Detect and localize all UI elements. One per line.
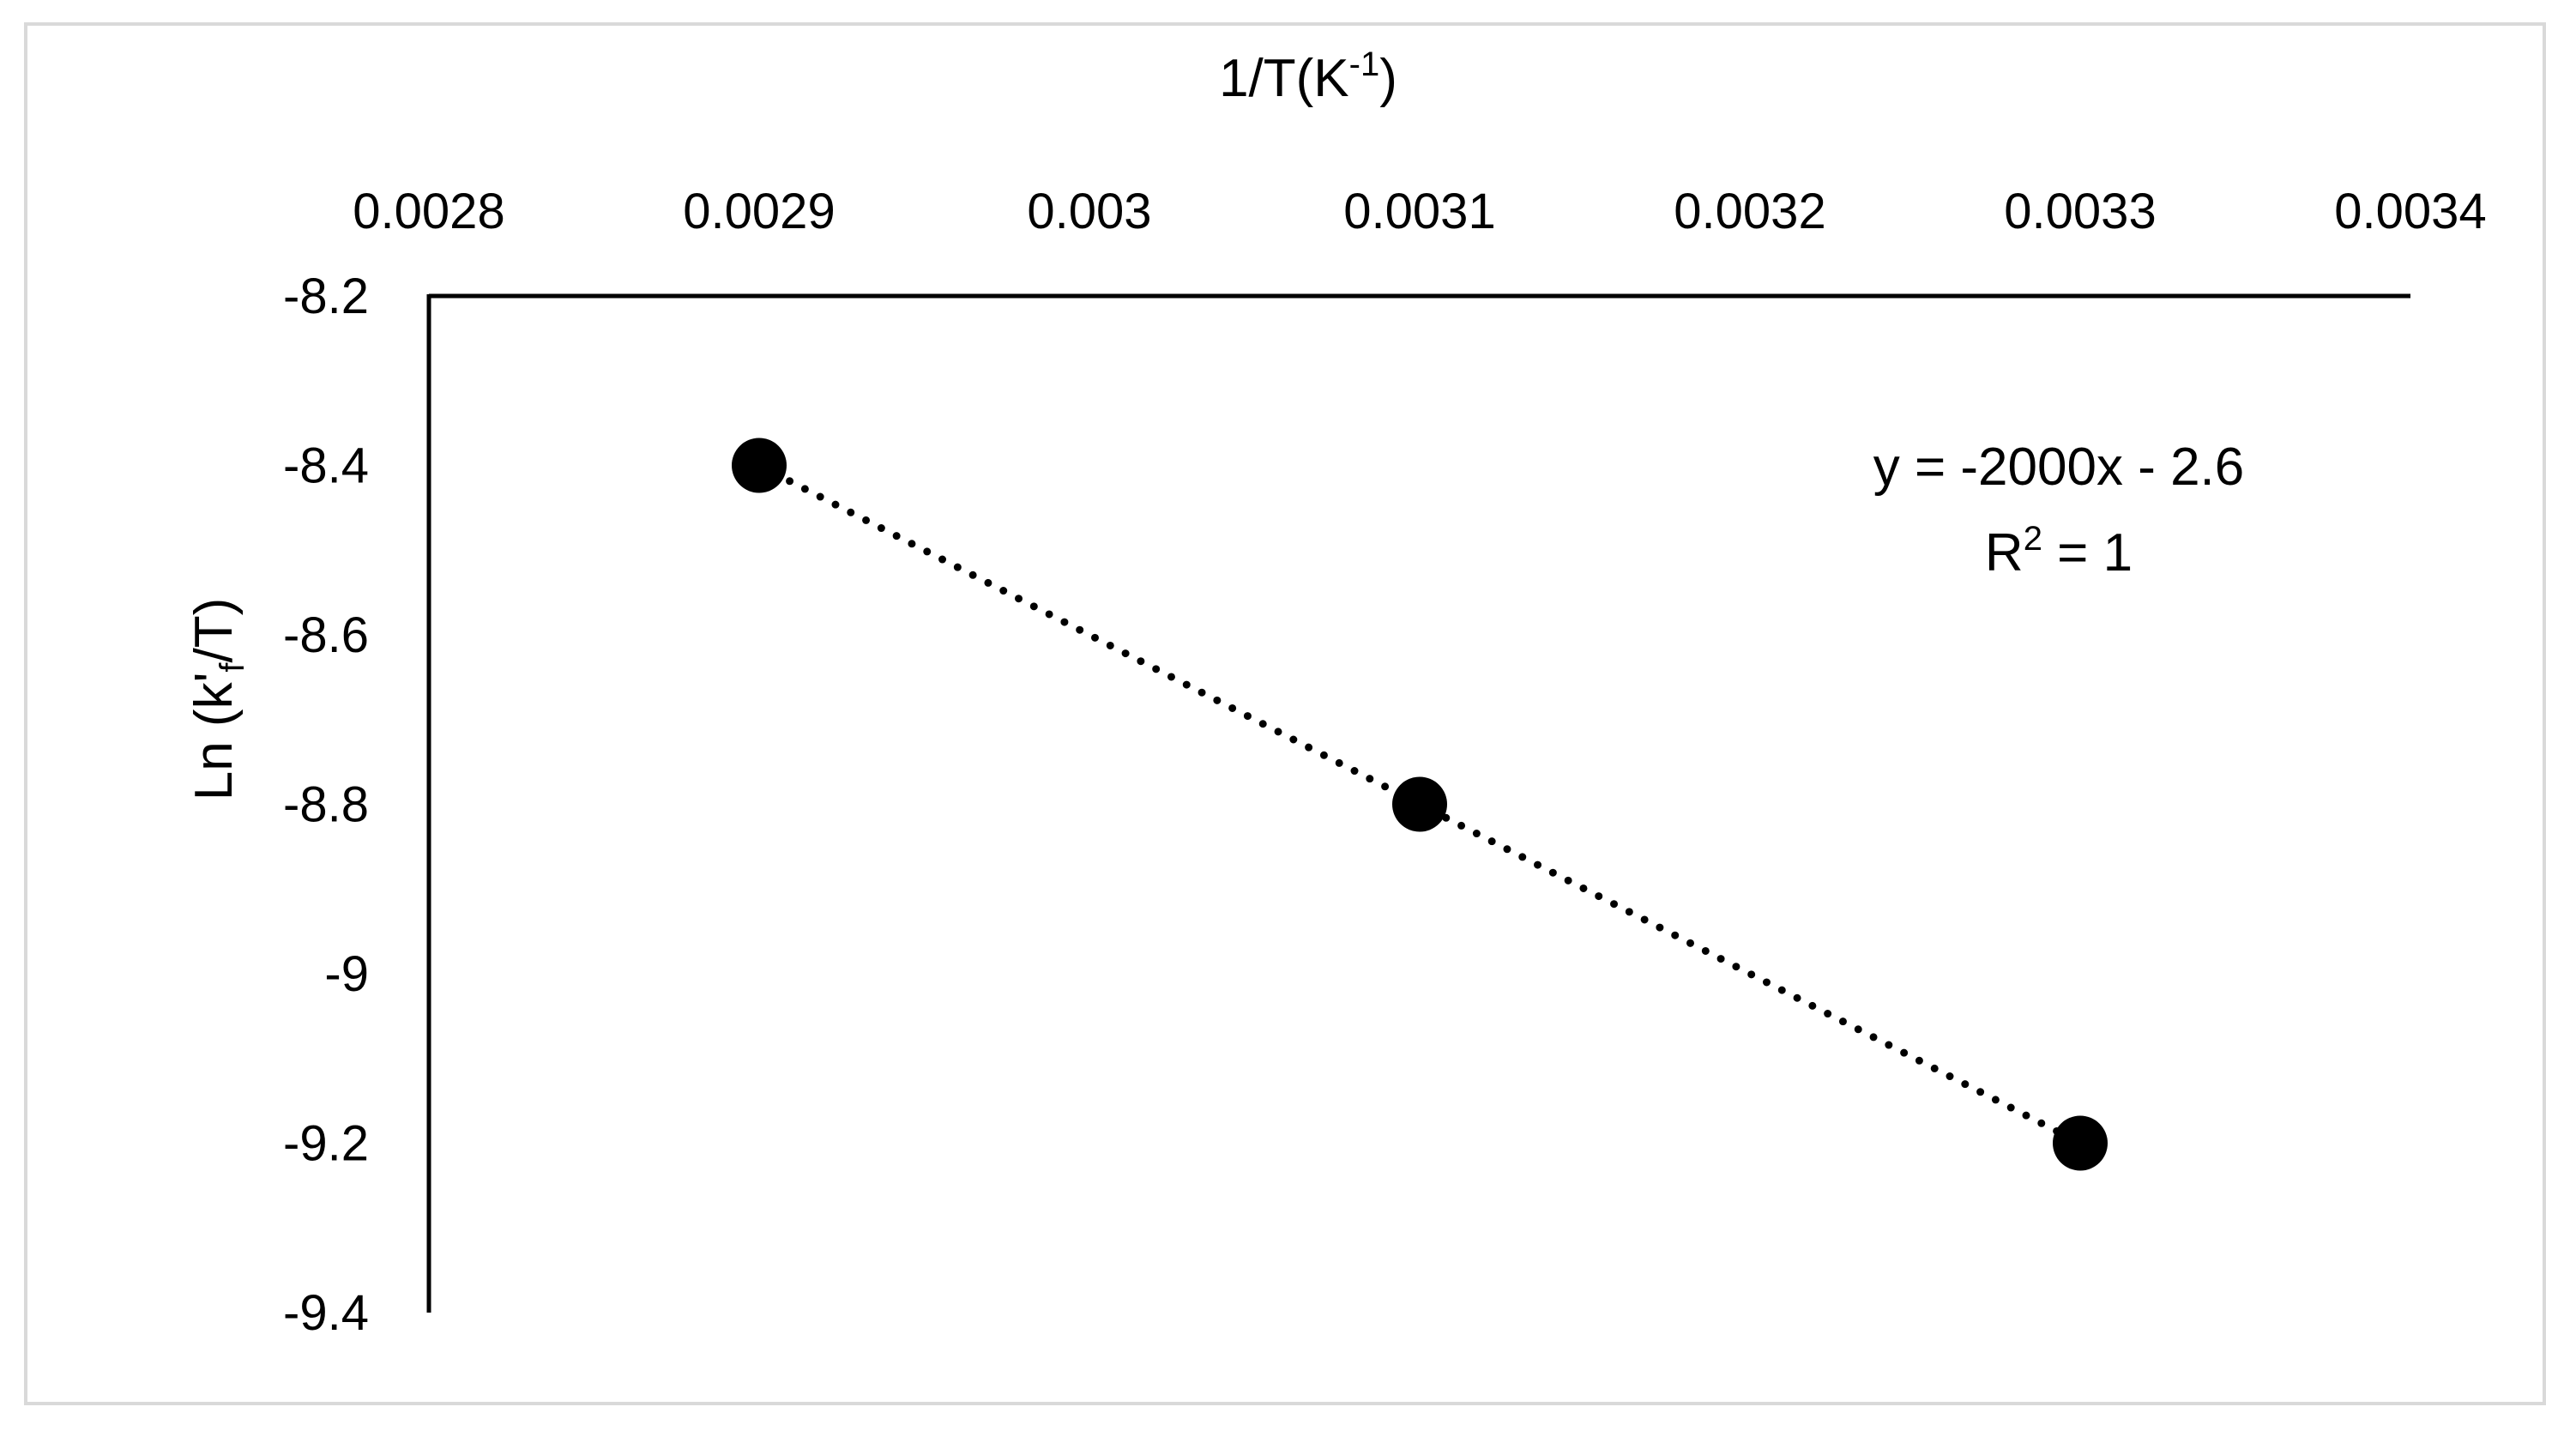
x-tick-label: 0.0032	[1674, 184, 1825, 239]
data-point	[732, 438, 787, 493]
x-axis-title-main: 1/T(K	[1219, 49, 1349, 108]
r-squared-rest: = 1	[2042, 523, 2133, 583]
y-axis-title-sub: f	[214, 662, 251, 673]
x-tick-label: 0.0034	[2334, 184, 2486, 239]
r-squared-main: R	[1985, 523, 2024, 583]
x-axis-title: 1/T(K-1)	[1219, 45, 1397, 108]
y-tick-label: -9	[324, 946, 369, 1002]
y-tick-label: -8.2	[283, 269, 369, 324]
y-tick-label: -8.4	[283, 438, 369, 494]
y-axis-title: Ln (k'f/T)	[184, 598, 251, 801]
data-point	[1392, 776, 1447, 832]
y-axis-title-rest: /T)	[184, 598, 244, 663]
x-tick-label: 0.003	[1027, 184, 1151, 239]
y-axis-title-main: Ln (k'	[184, 673, 244, 801]
y-tick-labels: -8.2 -8.4 -8.6 -8.8 -9 -9.2 -9.4	[283, 269, 369, 1341]
r-squared-sup: 2	[2024, 520, 2042, 558]
trendline	[755, 462, 2084, 1147]
data-point	[2053, 1115, 2108, 1171]
data-points	[732, 438, 2108, 1171]
y-tick-label: -8.8	[283, 777, 369, 833]
x-tick-label: 0.0029	[683, 184, 835, 239]
trendline-group	[755, 462, 2084, 1147]
y-tick-label: -8.6	[283, 607, 369, 663]
x-axis-title-sup: -1	[1349, 45, 1380, 83]
y-tick-label: -9.2	[283, 1116, 369, 1172]
y-tick-label: -9.4	[283, 1285, 369, 1341]
x-tick-label: 0.0031	[1343, 184, 1495, 239]
trendline-equation: y = -2000x - 2.6	[1873, 438, 2245, 497]
x-tick-label: 0.0028	[353, 184, 504, 239]
x-tick-labels: 0.0028 0.0029 0.003 0.0031 0.0032 0.0033 0.003…	[353, 184, 2486, 239]
trendline-r-squared: R2 = 1	[1985, 520, 2133, 583]
chart-frame	[24, 22, 2546, 1405]
x-axis-title-close: )	[1379, 49, 1397, 108]
x-tick-label: 0.0033	[2004, 184, 2156, 239]
axes	[426, 293, 2410, 1313]
